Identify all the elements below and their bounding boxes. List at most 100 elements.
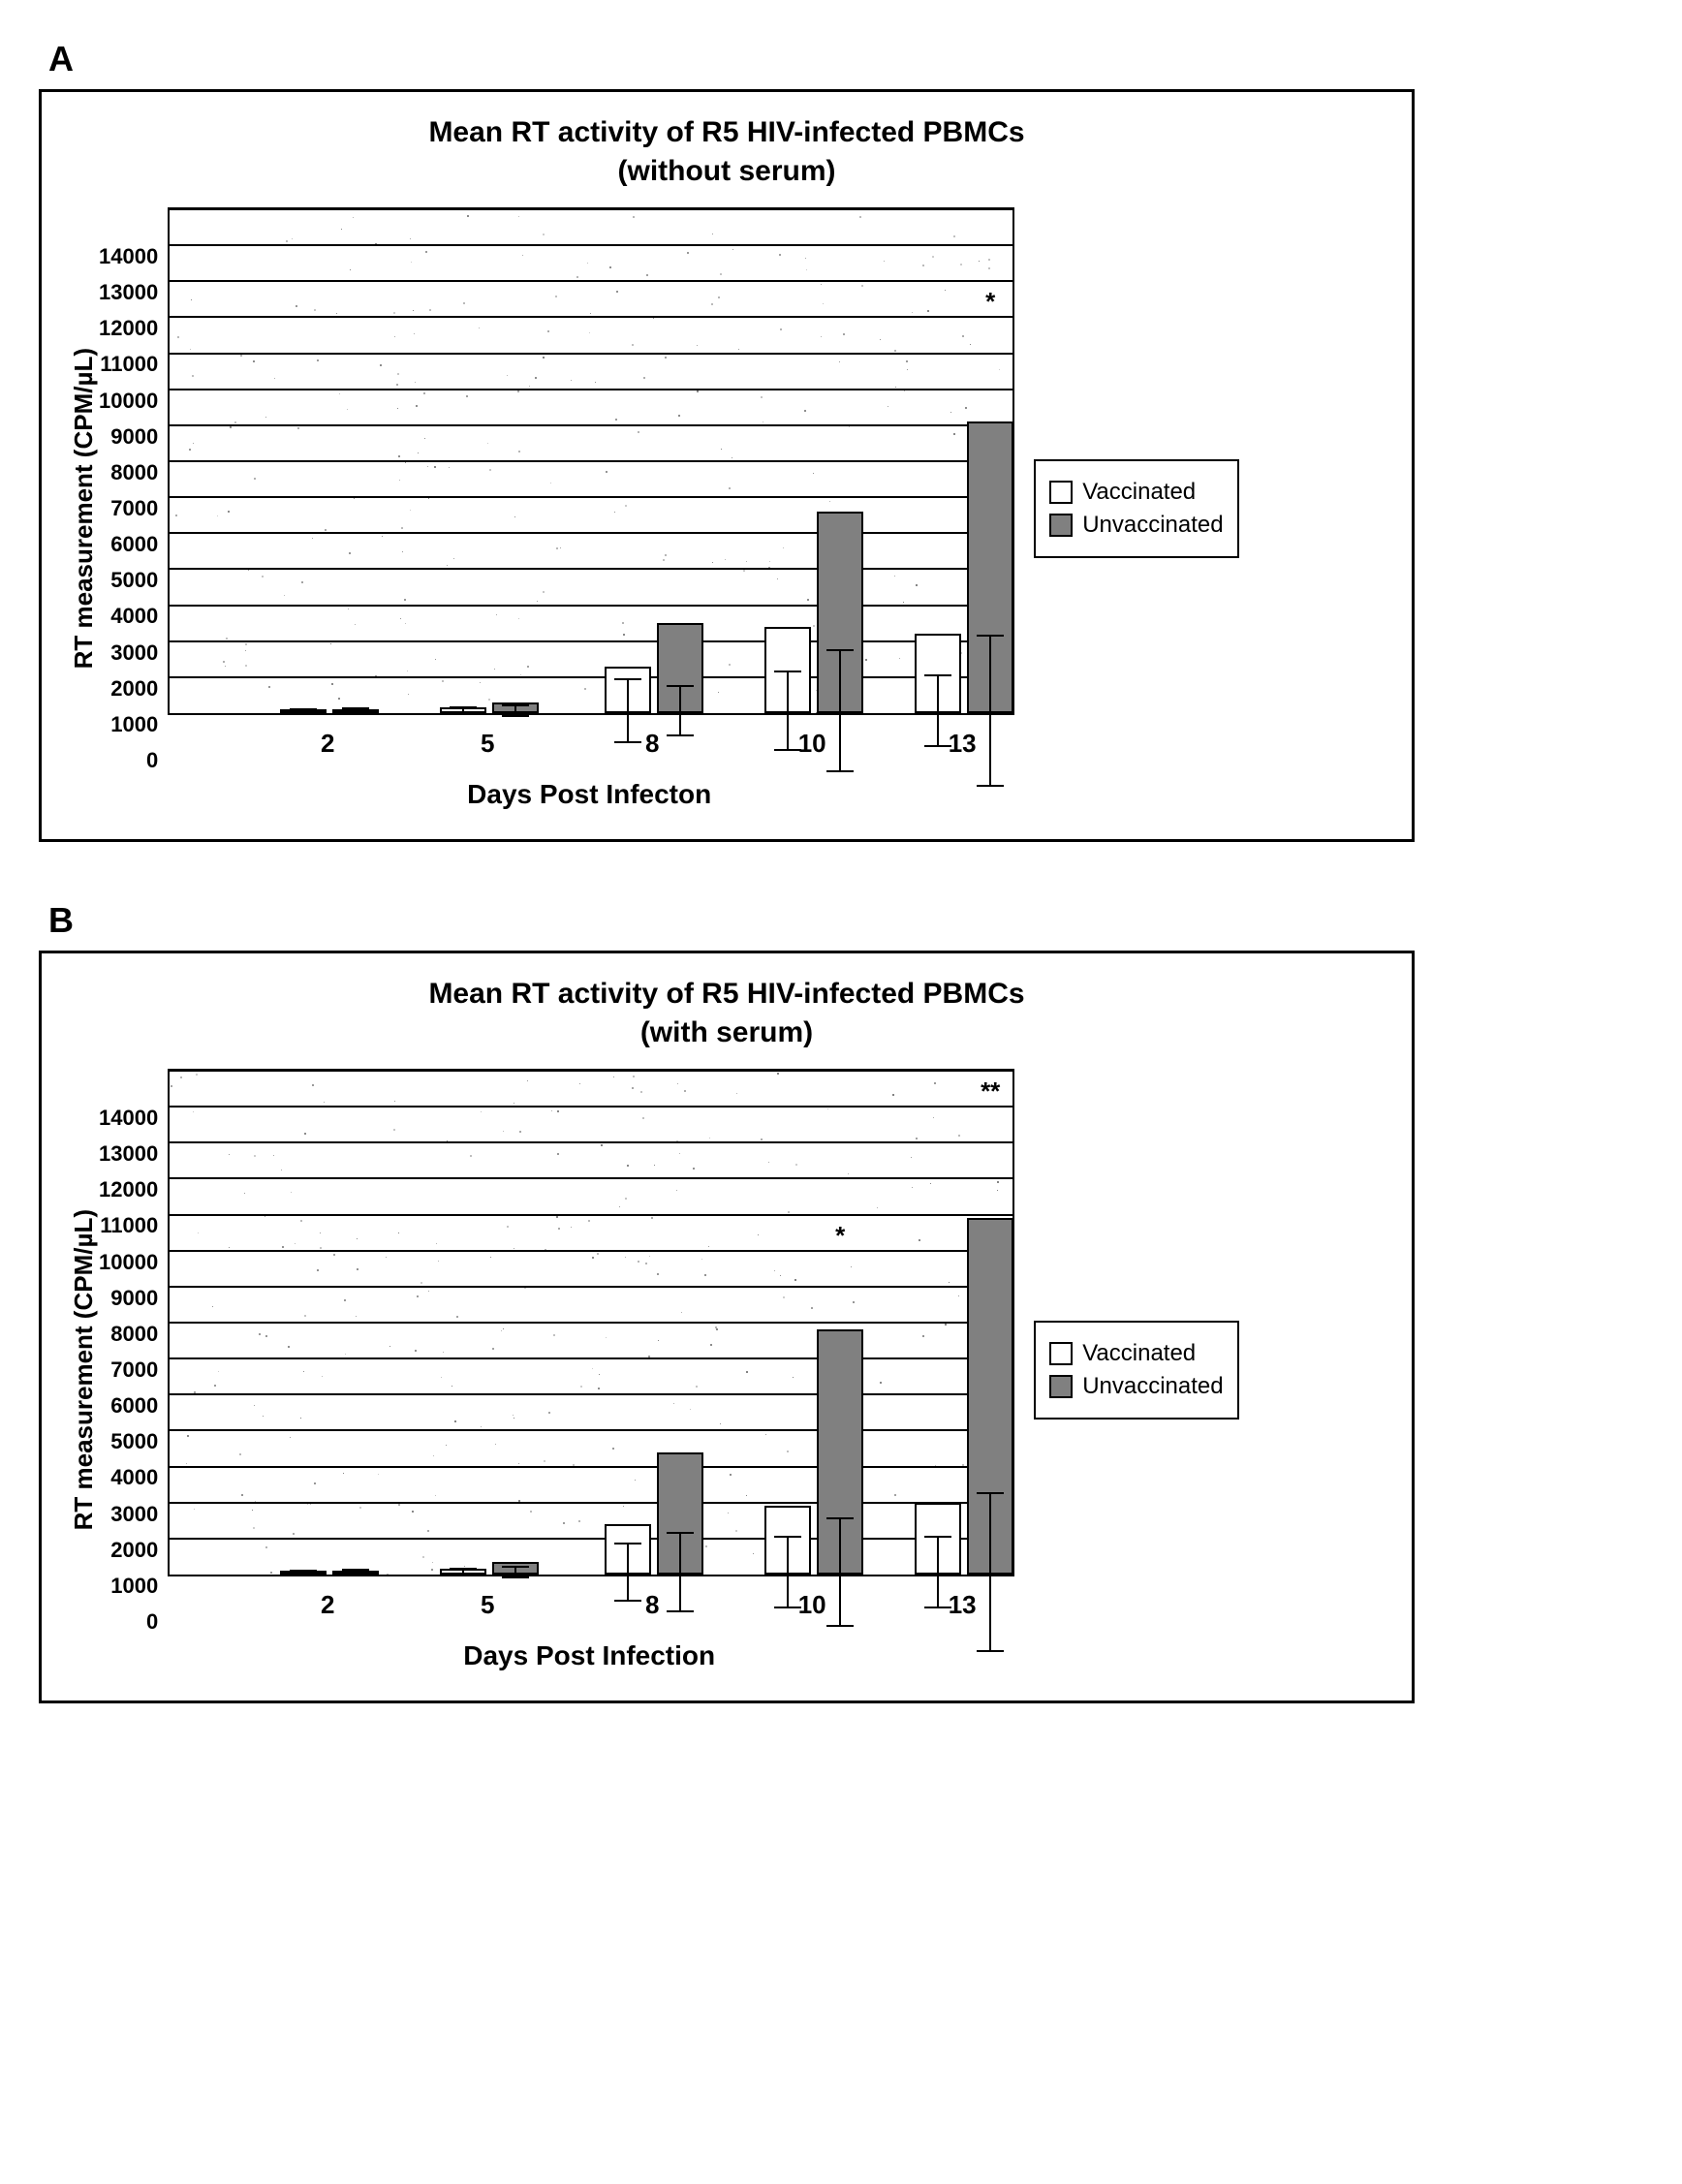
grid-line	[170, 496, 1012, 498]
bar-unvacc	[492, 702, 539, 713]
error-cap-bottom	[977, 1650, 1004, 1652]
significance-marker: **	[981, 1076, 1000, 1107]
error-cap-top	[614, 1543, 641, 1544]
x-axis-label: Days Post Infecton	[168, 779, 1011, 810]
grid-line	[170, 460, 1012, 462]
error-cap-top	[667, 685, 694, 687]
x-tick: 5	[458, 729, 516, 759]
x-tick: 5	[458, 1590, 516, 1620]
x-axis-label: Days Post Infection	[168, 1640, 1011, 1671]
grid-line	[170, 1538, 1012, 1540]
chart-box: Mean RT activity of R5 HIV-infected PBMC…	[39, 89, 1415, 842]
grid-line	[170, 1322, 1012, 1324]
error-cap-top	[977, 1492, 1004, 1494]
legend-label: Unvaccinated	[1082, 1373, 1223, 1400]
grid-line	[170, 1357, 1012, 1359]
bar-vacc	[915, 634, 961, 713]
error-bar	[989, 1493, 991, 1651]
grid-line	[170, 1286, 1012, 1288]
bar-vacc	[605, 1524, 651, 1575]
grid-line	[170, 316, 1012, 318]
error-cap-top	[924, 1536, 951, 1538]
grid-line	[170, 532, 1012, 534]
bar-vacc	[280, 1571, 327, 1575]
x-tick: 13	[933, 729, 991, 759]
plot-column: ***2581013Days Post Infection	[168, 1069, 1014, 1671]
x-tick: 13	[933, 1590, 991, 1620]
y-axis-label: RT measurement (CPM/µL)	[61, 1209, 99, 1530]
bar-unvacc	[817, 1329, 863, 1575]
bar-vacc	[440, 707, 486, 713]
legend-label: Vaccinated	[1082, 479, 1196, 506]
chart-subtitle: (with serum)	[61, 1016, 1392, 1049]
bar-vacc	[764, 1506, 811, 1575]
bar-vacc	[280, 709, 327, 713]
chart-title: Mean RT activity of R5 HIV-infected PBMC…	[61, 116, 1392, 149]
y-ticks: 0100020003000400050006000700080009000100…	[99, 257, 168, 761]
plot-area: *	[168, 207, 1014, 715]
panel-a: A Mean RT activity of R5 HIV-infected PBM…	[39, 39, 1643, 842]
grid-line	[170, 640, 1012, 642]
grid-line	[170, 424, 1012, 426]
legend-label: Vaccinated	[1082, 1340, 1196, 1367]
error-cap-top	[774, 1536, 801, 1538]
error-cap-bottom	[450, 1575, 477, 1576]
bar-unvacc	[967, 1218, 1013, 1575]
bar-unvacc	[967, 421, 1013, 713]
x-tick: 8	[623, 1590, 681, 1620]
grid-line	[170, 1177, 1012, 1179]
legend-swatch-icon	[1049, 1375, 1073, 1398]
legend: Vaccinated Unvaccinated	[1034, 1321, 1238, 1420]
x-tick: 8	[623, 729, 681, 759]
bar-vacc	[440, 1569, 486, 1575]
error-cap-bottom	[342, 712, 369, 714]
legend-item: Unvaccinated	[1049, 1373, 1223, 1400]
legend-label: Unvaccinated	[1082, 512, 1223, 539]
chart-row: RT measurement (CPM/µL)01000200030004000…	[61, 1069, 1392, 1671]
bar-vacc	[764, 627, 811, 713]
plot-area: ***	[168, 1069, 1014, 1576]
x-tick: 10	[783, 1590, 841, 1620]
bar-vacc	[605, 667, 651, 713]
panel-label: A	[48, 39, 1643, 79]
error-cap-top	[502, 704, 529, 706]
legend-swatch-icon	[1049, 481, 1073, 504]
bar-unvacc	[492, 1562, 539, 1575]
grid-line	[170, 1502, 1012, 1504]
legend-swatch-icon	[1049, 514, 1073, 537]
error-cap-top	[924, 674, 951, 676]
error-cap-top	[667, 1532, 694, 1534]
chart-title: Mean RT activity of R5 HIV-infected PBMC…	[61, 978, 1392, 1011]
bar-unvacc	[332, 709, 379, 713]
x-ticks: 2581013	[168, 729, 1011, 758]
error-cap-top	[450, 706, 477, 708]
grid-line	[170, 676, 1012, 678]
grid-line	[170, 1250, 1012, 1252]
error-cap-top	[290, 1570, 317, 1572]
legend-item: Vaccinated	[1049, 479, 1223, 506]
grid-line	[170, 605, 1012, 607]
bar-unvacc	[657, 623, 703, 713]
error-cap-top	[502, 1566, 529, 1568]
error-cap-top	[342, 1569, 369, 1571]
grid-line	[170, 1106, 1012, 1108]
chart-subtitle: (without serum)	[61, 155, 1392, 188]
error-bar	[989, 636, 991, 787]
grid-line	[170, 244, 1012, 246]
panel-b: B Mean RT activity of R5 HIV-infected PBM…	[39, 900, 1643, 1703]
legend-swatch-icon	[1049, 1342, 1073, 1365]
grid-line	[170, 1429, 1012, 1431]
error-cap-top	[774, 671, 801, 672]
error-cap-bottom	[502, 1576, 529, 1578]
panel-label: B	[48, 900, 1643, 941]
error-cap-bottom	[290, 711, 317, 713]
grid-line	[170, 1214, 1012, 1216]
error-cap-bottom	[342, 1574, 369, 1576]
grid-line	[170, 208, 1012, 210]
error-cap-top	[826, 649, 854, 651]
grid-line	[170, 568, 1012, 570]
error-cap-bottom	[826, 770, 854, 772]
error-cap-bottom	[977, 785, 1004, 787]
grid-line	[170, 1393, 1012, 1395]
bar-unvacc	[657, 1452, 703, 1575]
